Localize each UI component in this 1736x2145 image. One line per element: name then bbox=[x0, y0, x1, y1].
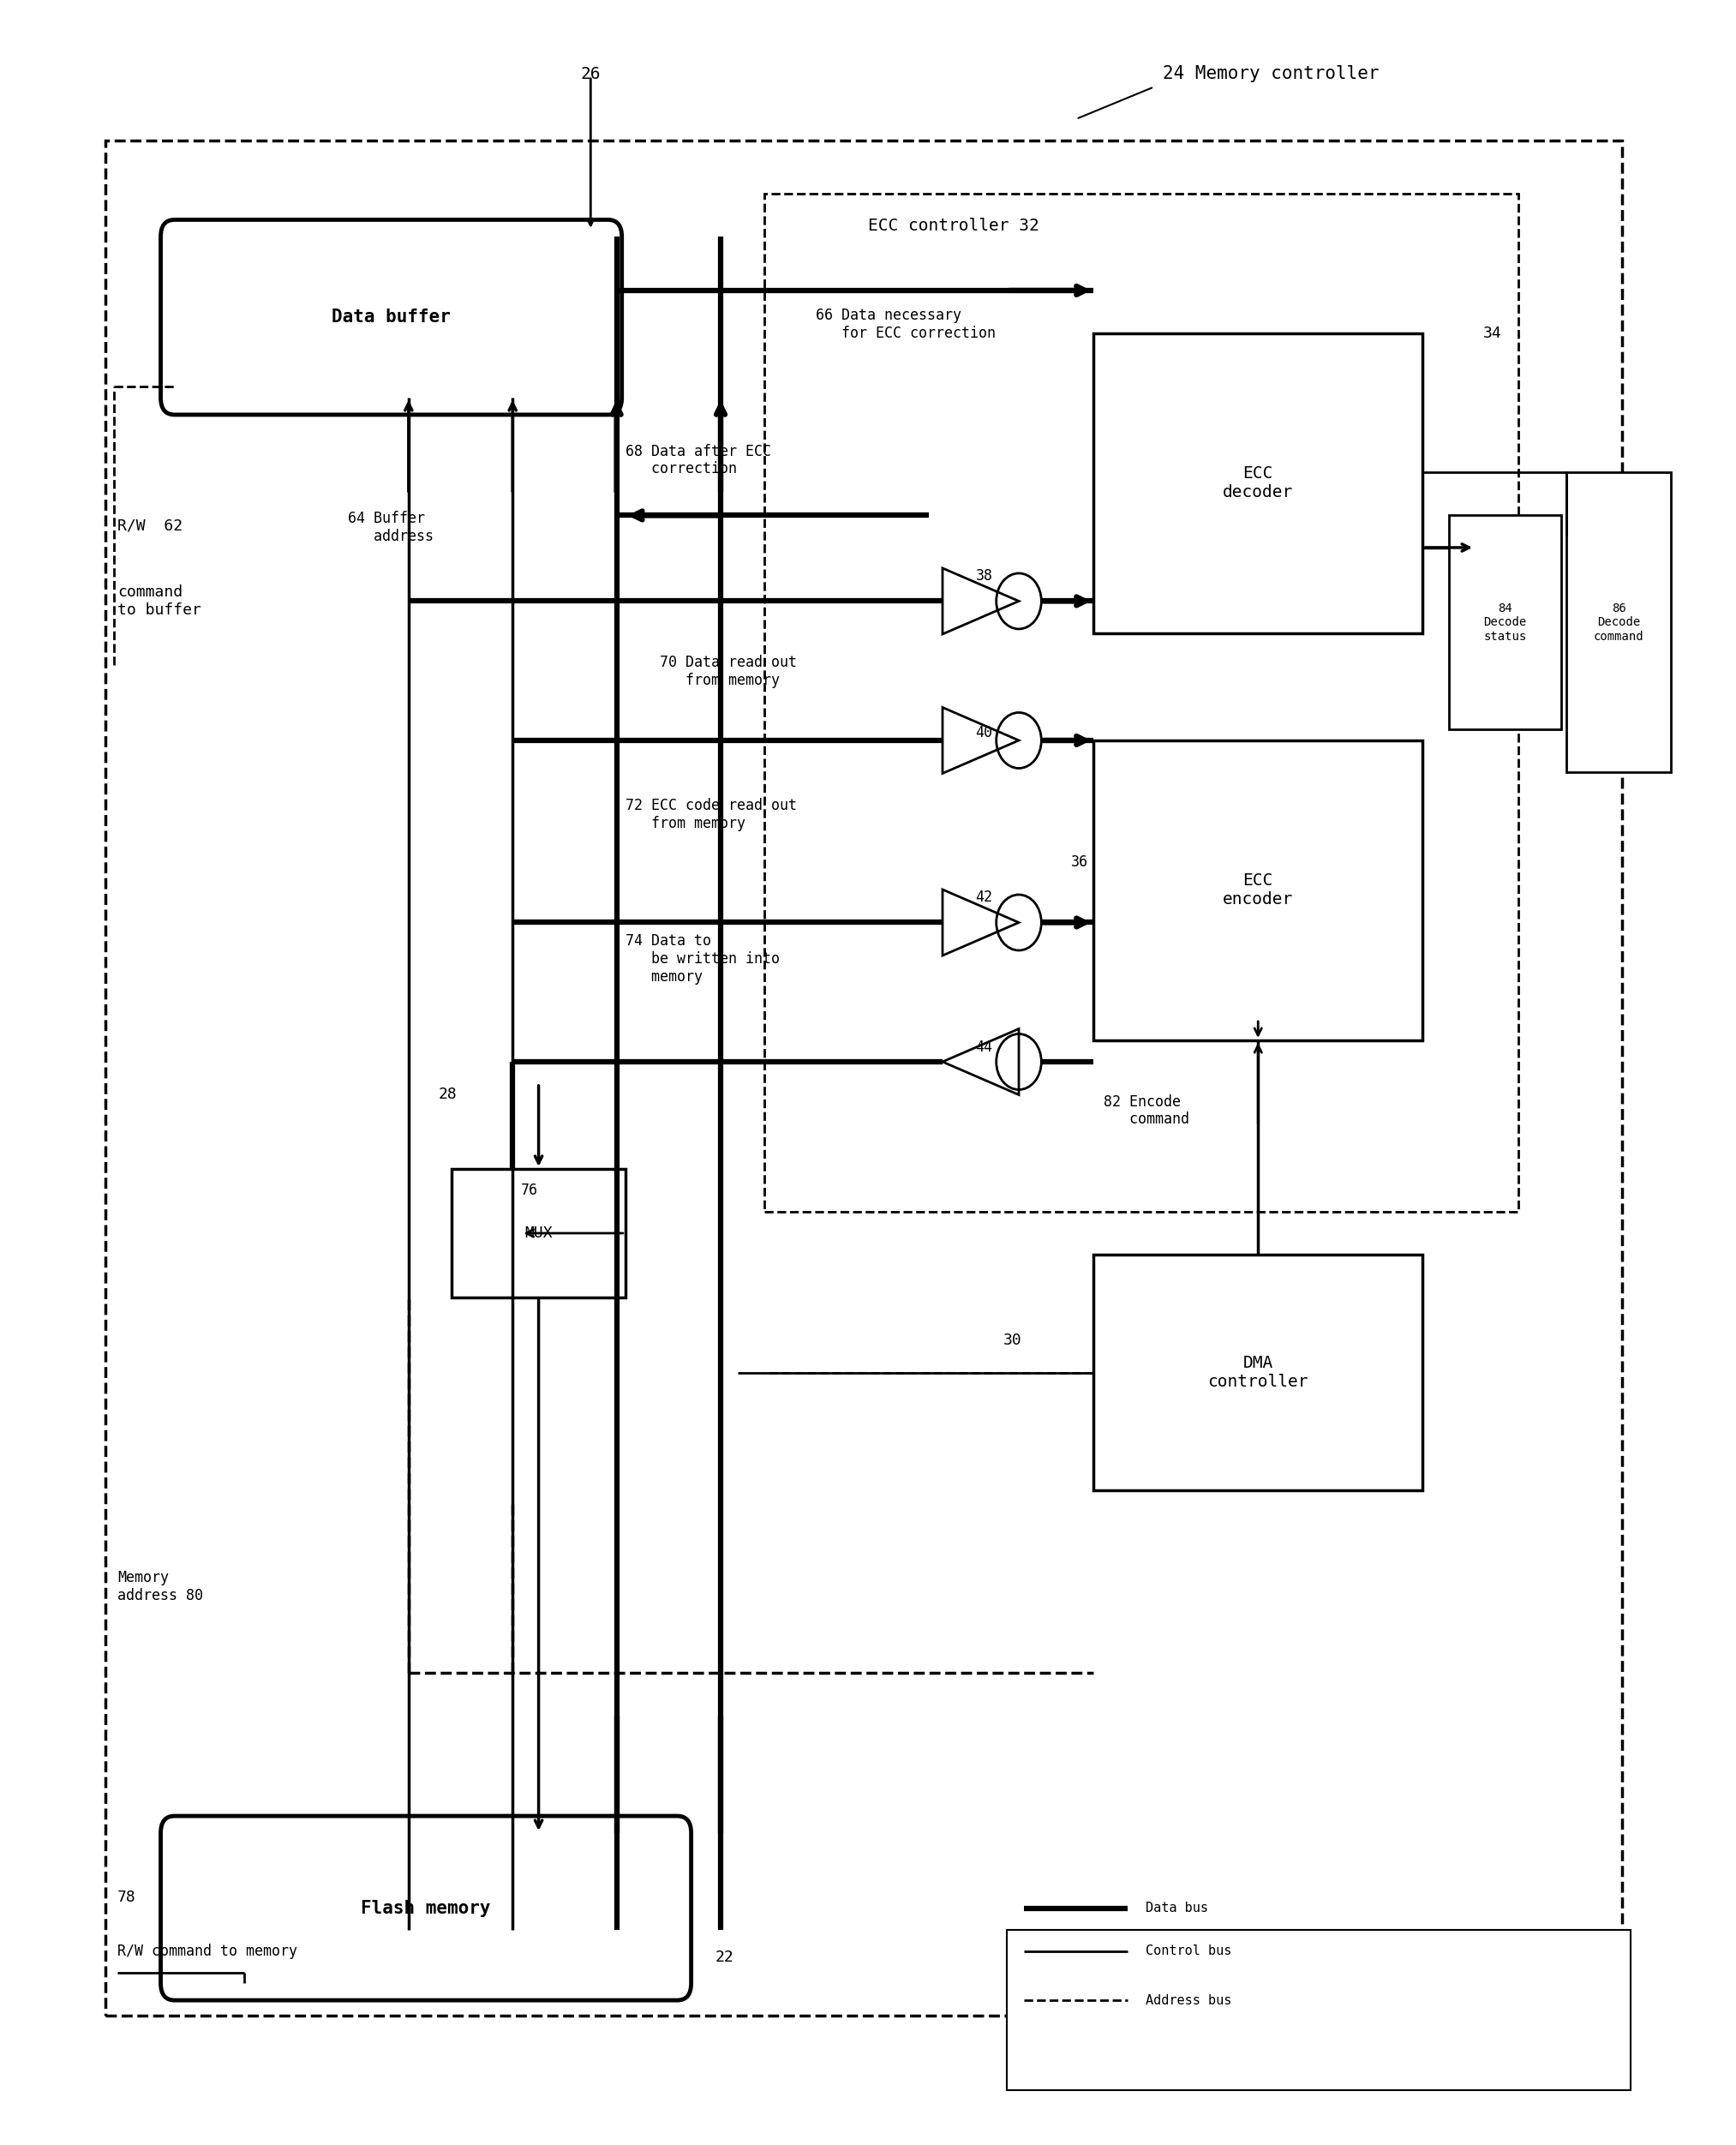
Text: 86
Decode
command: 86 Decode command bbox=[1594, 603, 1644, 644]
Text: 84
Decode
status: 84 Decode status bbox=[1484, 603, 1526, 644]
Text: 68 Data after ECC
   correction: 68 Data after ECC correction bbox=[625, 444, 771, 476]
Text: R/W  62: R/W 62 bbox=[118, 519, 182, 534]
Bar bbox=[1007, 1931, 1630, 2089]
Bar bbox=[106, 139, 1621, 2016]
Bar bbox=[1094, 332, 1424, 633]
Text: Memory
address 80: Memory address 80 bbox=[118, 1570, 203, 1602]
Text: Control bus: Control bus bbox=[1146, 1946, 1231, 1958]
Text: 78: 78 bbox=[118, 1890, 135, 1905]
Text: 66 Data necessary
   for ECC correction: 66 Data necessary for ECC correction bbox=[816, 307, 996, 341]
Text: 72 ECC code read out
   from memory: 72 ECC code read out from memory bbox=[625, 798, 797, 832]
Text: 22: 22 bbox=[715, 1950, 734, 1965]
Text: 40: 40 bbox=[976, 725, 993, 740]
Text: DMA
controller: DMA controller bbox=[1208, 1356, 1309, 1390]
Bar bbox=[1566, 472, 1670, 772]
Bar bbox=[1094, 1255, 1424, 1491]
Text: MUX: MUX bbox=[524, 1225, 552, 1242]
Text: Flash memory: Flash memory bbox=[361, 1900, 491, 1918]
Text: 64 Buffer
   address: 64 Buffer address bbox=[347, 511, 434, 545]
FancyBboxPatch shape bbox=[161, 219, 621, 414]
Text: 44: 44 bbox=[976, 1040, 993, 1055]
Text: Address bus: Address bus bbox=[1146, 1995, 1231, 2008]
Text: 74 Data to
   be written into
   memory: 74 Data to be written into memory bbox=[625, 933, 779, 985]
Text: Data buffer: Data buffer bbox=[332, 309, 451, 326]
Text: ECC
decoder: ECC decoder bbox=[1222, 465, 1293, 500]
Text: 42: 42 bbox=[976, 890, 993, 905]
Text: ECC
encoder: ECC encoder bbox=[1222, 873, 1293, 907]
Text: 24 Memory controller: 24 Memory controller bbox=[1163, 66, 1378, 84]
Text: R/W command to memory: R/W command to memory bbox=[118, 1943, 297, 1958]
Bar bbox=[1094, 740, 1424, 1040]
Text: 70 Data read out
   from memory: 70 Data read out from memory bbox=[660, 654, 797, 689]
Text: 28: 28 bbox=[437, 1085, 457, 1103]
Text: 36: 36 bbox=[1071, 856, 1088, 871]
Text: command
to buffer: command to buffer bbox=[118, 583, 201, 618]
Text: ECC controller 32: ECC controller 32 bbox=[868, 219, 1040, 234]
FancyBboxPatch shape bbox=[161, 1817, 691, 2001]
Text: 76: 76 bbox=[521, 1182, 538, 1199]
Text: 34: 34 bbox=[1484, 326, 1502, 341]
Text: 82 Encode
   command: 82 Encode command bbox=[1104, 1094, 1189, 1126]
Text: 26: 26 bbox=[580, 66, 601, 84]
Bar bbox=[764, 193, 1517, 1212]
Bar bbox=[1450, 515, 1561, 729]
Bar bbox=[451, 1169, 625, 1298]
Text: 38: 38 bbox=[976, 568, 993, 583]
Text: 30: 30 bbox=[1003, 1332, 1023, 1347]
Text: Data bus: Data bus bbox=[1146, 1903, 1208, 1915]
